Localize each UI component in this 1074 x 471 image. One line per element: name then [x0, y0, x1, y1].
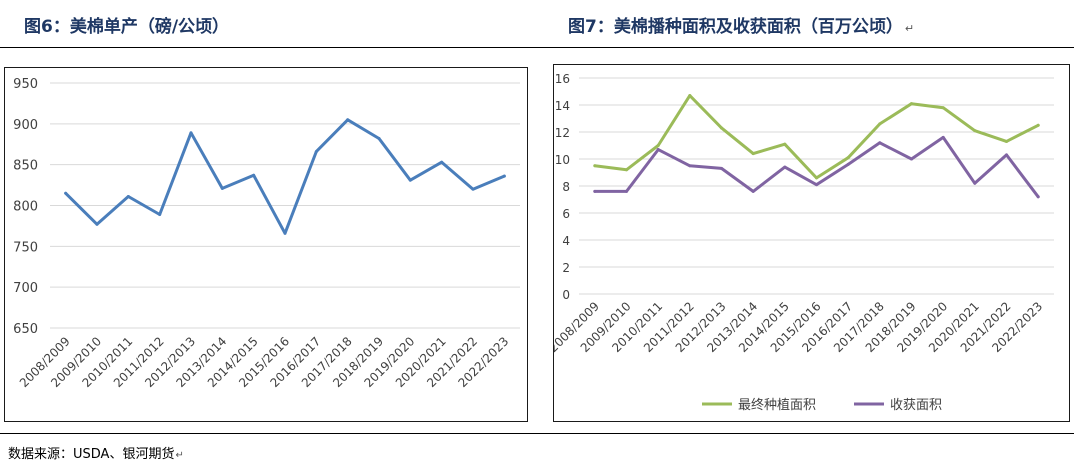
y-tick-label: 2	[562, 261, 570, 275]
y-tick-label: 800	[13, 200, 38, 215]
y-tick-label: 650	[13, 322, 38, 337]
data-point	[220, 186, 224, 190]
data-point	[377, 137, 381, 141]
data-point	[656, 148, 660, 152]
data-point	[346, 118, 350, 122]
y-tick-label: 900	[13, 118, 38, 133]
data-point	[878, 141, 882, 145]
y-tick-label: 700	[13, 281, 38, 296]
data-point	[720, 166, 723, 170]
data-point	[593, 164, 597, 168]
data-point	[625, 168, 628, 172]
data-point	[688, 164, 692, 168]
data-point	[189, 131, 193, 135]
data-point	[783, 142, 787, 146]
data-point	[751, 152, 755, 156]
legend-label: 最终种植面积	[738, 397, 816, 413]
y-tick-label: 6	[562, 207, 570, 221]
data-point	[252, 173, 256, 177]
y-tick-label: 16	[555, 72, 570, 86]
data-source-note: 数据来源：USDA、银河期货↵	[8, 443, 184, 462]
data-source-text: 数据来源：USDA、银河期货	[8, 447, 175, 462]
data-point	[751, 189, 755, 193]
y-tick-label: 14	[555, 99, 570, 113]
y-tick-label: 10	[555, 153, 570, 167]
y-tick-label: 12	[555, 126, 570, 140]
data-point	[846, 162, 850, 166]
series-line	[64, 118, 506, 235]
series-line	[593, 135, 1040, 199]
y-tick-label: 750	[13, 240, 38, 255]
data-point	[656, 144, 660, 147]
yield-chart-frame: 650 700 750 800 850 900 950 2008/2009 2009/2010 2…	[4, 67, 528, 422]
area-chart-frame: 0 2 4 6 8 10 12 14 16 2008/2009 2009/2010 2010/2011…	[553, 64, 1070, 422]
header-divider	[0, 47, 1074, 48]
data-point	[910, 102, 913, 106]
footer-divider	[0, 433, 1074, 434]
data-point	[126, 195, 130, 199]
y-tick-label: 850	[13, 159, 38, 174]
data-point	[941, 106, 945, 110]
data-point	[1036, 123, 1040, 127]
return-mark-icon: ↵	[904, 22, 915, 35]
right-chart-title: 图7：美棉播种面积及收获面积（百万公顷） ↵	[568, 12, 914, 37]
data-point	[910, 157, 913, 161]
data-point	[846, 156, 850, 160]
data-point	[314, 150, 318, 154]
data-point	[408, 178, 412, 182]
data-point	[783, 165, 787, 169]
area-chart: 02468101214162008/20092009/20102010/2011…	[554, 72, 1054, 413]
data-point	[973, 129, 977, 133]
data-point	[688, 94, 692, 98]
data-point	[1005, 139, 1008, 143]
data-point	[815, 176, 818, 180]
data-point	[471, 187, 475, 191]
data-point	[440, 160, 444, 164]
data-point	[64, 191, 68, 195]
data-point	[941, 135, 945, 139]
data-point	[720, 126, 723, 130]
data-point	[815, 183, 818, 187]
return-mark-icon: ↵	[175, 450, 184, 461]
right-chart-title-text: 图7：美棉播种面积及收获面积（百万公顷）	[568, 17, 903, 37]
data-point	[625, 189, 628, 193]
y-tick-label: 950	[13, 77, 38, 92]
y-tick-label: 0	[562, 288, 570, 302]
data-point	[1005, 153, 1008, 157]
data-point	[1036, 195, 1040, 199]
y-tick-label: 8	[562, 180, 570, 194]
data-point	[878, 122, 882, 126]
left-chart-title: 图6：美棉单产（磅/公顷）	[24, 17, 230, 37]
data-point	[283, 231, 287, 235]
yield-chart: 6507007508008509009502008/20092009/20102…	[13, 77, 520, 390]
data-point	[973, 181, 977, 185]
y-tick-label: 4	[562, 234, 570, 248]
data-point	[95, 222, 99, 226]
data-point	[158, 212, 162, 216]
data-point	[502, 174, 506, 178]
series-line	[593, 94, 1040, 180]
data-point	[593, 189, 597, 193]
legend-label: 收获面积	[890, 398, 942, 413]
